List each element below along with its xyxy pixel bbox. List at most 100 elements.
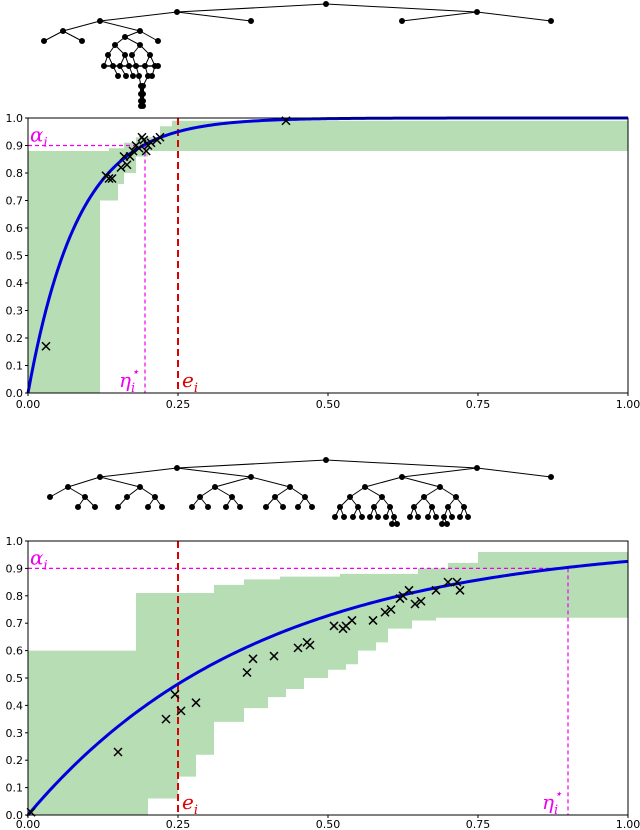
data-point-stroke xyxy=(155,132,165,142)
y-tick-label: 0.3 xyxy=(6,727,24,740)
data-point xyxy=(410,599,420,609)
data-point-stroke xyxy=(191,698,201,708)
x-tick-label: 0.25 xyxy=(166,398,191,411)
y-tick-label: 1.0 xyxy=(6,112,24,125)
data-point xyxy=(416,596,426,606)
data-point-stroke xyxy=(141,146,151,156)
data-point xyxy=(248,654,258,664)
alpha-label: αi xyxy=(30,545,48,573)
e-label: ei xyxy=(182,790,198,818)
data-point xyxy=(155,132,165,142)
y-tick-label: 0.0 xyxy=(6,387,24,400)
data-point-stroke xyxy=(329,621,339,631)
x-tick-label: 1.00 xyxy=(616,818,640,830)
data-point-stroke xyxy=(242,667,252,678)
data-point-stroke xyxy=(386,604,396,615)
y-tick-label: 0.3 xyxy=(6,305,24,318)
data-point-stroke xyxy=(455,585,465,595)
tree-diagram-top xyxy=(41,1,554,109)
data-point-stroke xyxy=(122,160,132,170)
data-point xyxy=(191,698,201,708)
data-point xyxy=(170,689,180,699)
data-point-stroke xyxy=(368,615,378,625)
eta-star-label: ηi⋆ xyxy=(119,365,139,396)
data-point-stroke xyxy=(410,599,420,609)
data-point xyxy=(347,615,357,625)
data-point xyxy=(141,146,151,156)
chart-bottom: 0.0 0.1 0.2 0.3 0.4 0.5 0.6 0.7 0.8 0.9 1.0 0.00 0.2… xyxy=(6,535,640,830)
e-label: ei xyxy=(182,368,198,396)
data-point xyxy=(386,604,396,615)
data-point-stroke xyxy=(104,173,114,184)
data-point xyxy=(139,135,149,145)
data-point-stroke xyxy=(404,585,414,595)
y-tick-label: 0.9 xyxy=(6,140,24,153)
data-point xyxy=(368,615,378,625)
y-tick-label: 0.2 xyxy=(6,332,24,345)
data-point-stroke xyxy=(125,151,135,162)
data-point-stroke xyxy=(134,143,144,153)
x-tick-label: 0.50 xyxy=(316,398,341,411)
confidence-band xyxy=(28,120,628,393)
data-point xyxy=(104,173,114,184)
x-tick-label: 0.00 xyxy=(16,398,41,411)
eta-star-label: ηi⋆ xyxy=(542,787,562,818)
data-point xyxy=(128,146,138,156)
data-point xyxy=(380,607,390,617)
data-point xyxy=(329,621,339,631)
y-tick-label: 0.0 xyxy=(6,809,24,822)
data-point xyxy=(452,577,462,587)
chart-top: 0.0 0.1 0.2 0.3 0.4 0.5 0.6 0.7 0.8 0.9 1.0 0.00 0.2… xyxy=(6,112,640,411)
data-point xyxy=(113,747,123,757)
data-point xyxy=(431,585,441,595)
data-point-stroke xyxy=(116,162,126,173)
y-tick-label: 0.8 xyxy=(6,590,24,603)
data-point-stroke xyxy=(431,585,441,595)
data-point-stroke xyxy=(170,689,180,699)
y-tick-label: 0.9 xyxy=(6,562,24,575)
data-point xyxy=(122,160,132,170)
data-point xyxy=(455,585,465,595)
data-point xyxy=(116,162,126,173)
data-point xyxy=(269,651,279,661)
y-tick-label: 0.6 xyxy=(6,222,24,235)
data-point xyxy=(146,138,156,148)
data-point-stroke xyxy=(380,607,390,617)
x-tick-label: 0.50 xyxy=(316,818,341,830)
x-tick-label: 1.00 xyxy=(616,398,640,411)
data-point-stroke xyxy=(128,146,138,156)
y-tick-label: 1.0 xyxy=(6,535,24,548)
data-point xyxy=(107,173,117,184)
data-point-stroke xyxy=(452,577,462,587)
y-tick-label: 0.7 xyxy=(6,617,24,630)
data-point xyxy=(125,151,135,162)
data-point-stroke xyxy=(293,643,303,653)
y-tick-label: 0.5 xyxy=(6,672,24,685)
y-tick-label: 0.1 xyxy=(6,782,24,795)
data-point xyxy=(161,714,171,724)
x-tick-label: 0.75 xyxy=(466,398,491,411)
y-tick-label: 0.6 xyxy=(6,645,24,658)
data-point-stroke xyxy=(113,747,123,757)
data-point-stroke xyxy=(161,714,171,724)
data-point-stroke xyxy=(269,651,279,661)
data-point xyxy=(134,143,144,153)
alpha-label: αi xyxy=(30,123,48,151)
data-point xyxy=(293,643,303,653)
data-point xyxy=(176,706,186,716)
x-tick-label: 0.25 xyxy=(166,818,191,830)
data-point-stroke xyxy=(146,138,156,148)
x-tick-label: 0.75 xyxy=(466,818,491,830)
data-point xyxy=(443,577,453,587)
data-point-stroke xyxy=(176,706,186,716)
data-point xyxy=(242,667,252,678)
y-tick-label: 0.7 xyxy=(6,195,24,208)
data-point-stroke xyxy=(139,135,149,145)
y-tick-label: 0.8 xyxy=(6,167,24,180)
data-point xyxy=(41,341,51,351)
data-point-stroke xyxy=(347,615,357,625)
data-point-stroke xyxy=(416,596,426,606)
data-point xyxy=(404,585,414,595)
x-tick-label: 0.00 xyxy=(16,818,41,830)
